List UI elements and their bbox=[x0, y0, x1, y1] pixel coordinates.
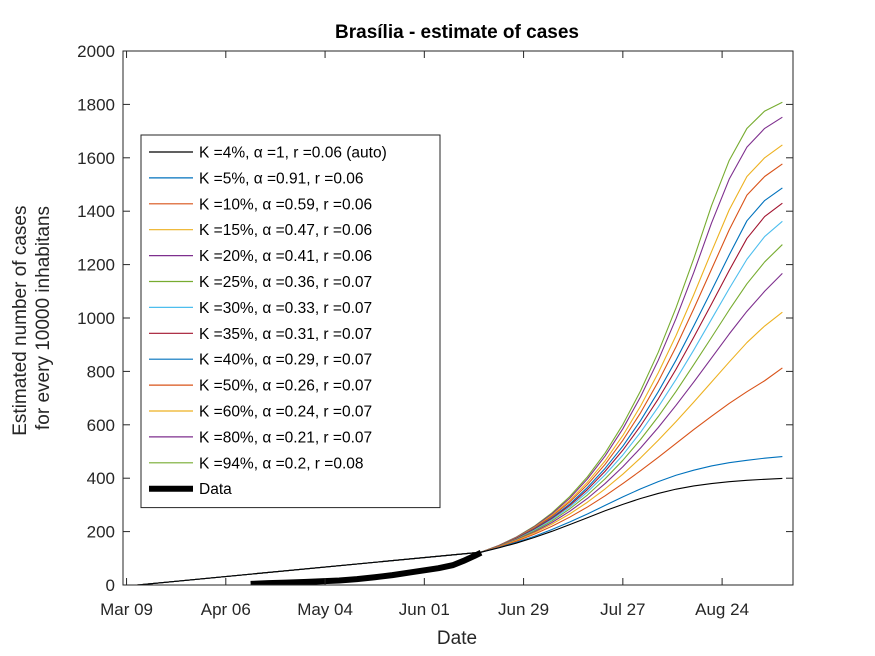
chart-title: Brasília - estimate of cases bbox=[335, 22, 579, 43]
x-tick-label: Apr 06 bbox=[201, 600, 251, 619]
legend-entry: K =50%, α =0.26, r =0.07 bbox=[149, 378, 372, 395]
y-tick-label: 1000 bbox=[77, 309, 115, 328]
legend-label: K =15%, α =0.47, r =0.06 bbox=[199, 222, 372, 239]
x-tick-label: Jun 29 bbox=[498, 600, 549, 619]
legend-label: K =40%, α =0.29, r =0.07 bbox=[199, 352, 372, 369]
legend-entry: K =10%, α =0.59, r =0.06 bbox=[149, 196, 372, 213]
axes-layer: 0 200 400 600 800 1000 1200 1400 1600 1800 2000 Mar… bbox=[77, 42, 794, 619]
y-tick-label: 200 bbox=[87, 523, 115, 542]
legend-entry: K =15%, α =0.47, r =0.06 bbox=[149, 222, 372, 239]
y-tick-label: 400 bbox=[87, 469, 115, 488]
legend-entry: K =60%, α =0.24, r =0.07 bbox=[149, 404, 372, 421]
y-axis-title-line-2: for every 10000 inhabitans bbox=[33, 206, 54, 430]
legend-entry: K =40%, α =0.29, r =0.07 bbox=[149, 352, 372, 369]
y-axis-title-line-1: Estimated number of cases bbox=[10, 206, 31, 436]
legend-entry: K =30%, α =0.33, r =0.07 bbox=[149, 300, 372, 317]
y-tick-label: 1400 bbox=[77, 202, 115, 221]
model-series-line-2 bbox=[137, 367, 783, 585]
y-tick-label: 1800 bbox=[77, 95, 115, 114]
legend-label: K =30%, α =0.33, r =0.07 bbox=[199, 300, 372, 317]
y-tick-label: 800 bbox=[87, 362, 115, 381]
legend-entry: K =80%, α =0.21, r =0.07 bbox=[149, 429, 372, 446]
legend-label: K =10%, α =0.59, r =0.06 bbox=[199, 196, 372, 213]
legend-box bbox=[140, 134, 441, 509]
legend-label: K =25%, α =0.36, r =0.07 bbox=[199, 274, 372, 291]
legend-entry: K =20%, α =0.41, r =0.06 bbox=[149, 248, 372, 265]
legend-entry: K =94%, α =0.2, r =0.08 bbox=[149, 455, 364, 472]
y-tick-label: 1600 bbox=[77, 149, 115, 168]
y-tick-label: 600 bbox=[87, 416, 115, 435]
legend-label: K =80%, α =0.21, r =0.07 bbox=[199, 429, 372, 446]
legend-label: K =5%, α =0.91, r =0.06 bbox=[199, 170, 364, 187]
x-tick-label: Jul 27 bbox=[600, 600, 645, 619]
y-axis-title: Estimated number of cases for every 1000… bbox=[10, 200, 54, 436]
legend-label: K =94%, α =0.2, r =0.08 bbox=[199, 455, 364, 472]
legend-entry: Data bbox=[149, 481, 232, 498]
data-series-line bbox=[250, 549, 483, 585]
legend-label: K =60%, α =0.24, r =0.07 bbox=[199, 404, 372, 421]
x-tick-label: Aug 24 bbox=[695, 600, 749, 619]
x-tick-label: May 04 bbox=[297, 600, 353, 619]
x-axis-title: Date bbox=[437, 628, 477, 649]
legend-entry: K =35%, α =0.31, r =0.07 bbox=[149, 326, 372, 343]
legend-label: K =20%, α =0.41, r =0.06 bbox=[199, 248, 372, 265]
y-tick-label: 1200 bbox=[77, 256, 115, 275]
legend-entry: K =5%, α =0.91, r =0.06 bbox=[149, 170, 364, 187]
legend: K =4%, α =1, r =0.06 (auto) K =5%, α =0.9… bbox=[140, 134, 441, 509]
y-tick-label: 0 bbox=[106, 576, 115, 595]
legend-label: K =4%, α =1, r =0.06 (auto) bbox=[199, 145, 387, 162]
x-tick-label: Jun 01 bbox=[399, 600, 450, 619]
x-tick-label: Mar 09 bbox=[100, 600, 153, 619]
model-series-line-0 bbox=[137, 477, 783, 585]
series-layer bbox=[137, 101, 783, 585]
legend-entry: K =25%, α =0.36, r =0.07 bbox=[149, 274, 372, 291]
legend-label: K =35%, α =0.31, r =0.07 bbox=[199, 326, 372, 343]
legend-label: K =50%, α =0.26, r =0.07 bbox=[199, 378, 372, 395]
model-series-line-1 bbox=[137, 456, 783, 585]
y-tick-label: 2000 bbox=[77, 42, 115, 61]
legend-entry: K =4%, α =1, r =0.06 (auto) bbox=[149, 145, 387, 162]
legend-label: Data bbox=[199, 481, 232, 498]
model-series-line-3 bbox=[137, 311, 783, 585]
